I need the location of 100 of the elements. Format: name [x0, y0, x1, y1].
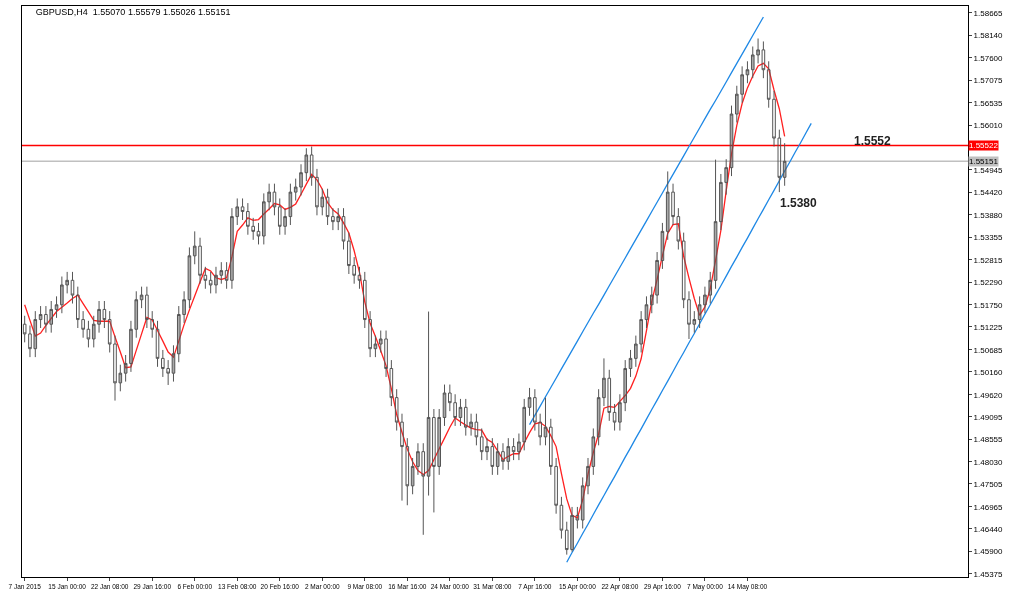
y-tick-label: 1.57600 [973, 53, 1004, 63]
candlestick [91, 315, 96, 348]
candlestick [575, 506, 580, 529]
y-tick-label: 1.45900 [973, 547, 1004, 557]
candlestick [782, 142, 787, 187]
candlestick [426, 311, 431, 497]
ref-line-label: 1.55522 [969, 141, 999, 150]
candlestick [756, 38, 760, 64]
candlestick [378, 330, 383, 353]
ref-line-label: 1.55151 [969, 157, 999, 166]
candlestick [171, 344, 176, 383]
y-tick-label: 1.56535 [973, 98, 1004, 108]
candlestick [60, 276, 64, 314]
candlestick [65, 271, 69, 294]
candlestick [235, 197, 240, 226]
candlestick [139, 286, 144, 309]
candlestick [192, 230, 197, 265]
y-tick-label: 1.54420 [973, 187, 1004, 197]
y-tick-label: 1.48555 [973, 435, 1004, 445]
candlestick [713, 159, 718, 290]
y-tick-label: 1.57075 [973, 75, 1004, 85]
y-tick-label: 1.49095 [973, 412, 1004, 422]
candlestick [596, 388, 601, 446]
y-tick-label: 1.52290 [973, 277, 1004, 287]
candlestick [134, 290, 139, 339]
candlestick [182, 290, 186, 324]
candlestick [123, 354, 128, 383]
candlestick [495, 442, 500, 476]
candlestick [208, 271, 213, 294]
candlestick [564, 521, 569, 556]
candlestick [49, 300, 54, 334]
candlestick [543, 397, 548, 446]
candlestick [155, 320, 160, 368]
candlestick [750, 46, 755, 79]
candlestick [501, 442, 505, 471]
candlestick [33, 310, 38, 358]
candlestick [214, 266, 218, 294]
candlestick [479, 427, 484, 461]
candlestick [357, 266, 362, 290]
candlestick [644, 295, 649, 329]
candlestick [102, 300, 107, 329]
y-tick-label: 1.58665 [973, 8, 1004, 18]
candlestick [458, 398, 463, 427]
candlestick [740, 65, 744, 104]
candlestick [591, 427, 596, 476]
candlestick [219, 261, 224, 285]
candlestick [283, 207, 287, 236]
line-series [528, 16, 765, 426]
candlestick [607, 369, 612, 422]
candlestick [224, 261, 229, 290]
candlestick [293, 178, 298, 202]
candlestick [44, 305, 48, 334]
y-tick-label: 1.51750 [973, 300, 1004, 310]
y-tick-label: 1.53880 [973, 210, 1004, 220]
candlestick [304, 147, 309, 182]
candlestick [634, 335, 638, 368]
candlestick [692, 310, 697, 334]
candlestick [320, 188, 325, 216]
candlestick [416, 442, 420, 476]
candlestick [118, 364, 123, 392]
candlestick [442, 384, 447, 427]
candlestick [410, 457, 415, 495]
candlestick [469, 413, 473, 437]
y-tick-label: 1.53355 [973, 232, 1004, 242]
y-tick-label: 1.46440 [973, 524, 1004, 534]
candlestick [623, 359, 628, 412]
candlestick [628, 349, 633, 378]
candlestick [288, 183, 293, 226]
y-tick-label: 1.47505 [973, 479, 1004, 489]
candlestick [262, 192, 266, 245]
candlestick [580, 476, 585, 529]
y-tick-label: 1.52815 [973, 255, 1004, 265]
y-tick-label: 1.48030 [973, 457, 1004, 467]
y-tick-label: 1.49620 [973, 390, 1004, 400]
y-tick-label: 1.45375 [973, 569, 1004, 579]
candlestick [570, 506, 574, 553]
candlestick [511, 437, 516, 461]
candlestick [639, 310, 643, 353]
candlestick [697, 295, 702, 329]
y-tick-label: 1.54945 [973, 165, 1004, 175]
candlestick [708, 271, 713, 305]
chart-title: GBPUSD,H4 1.55070 1.55579 1.55026 1.55151 [35, 7, 231, 18]
candlestick [665, 170, 670, 241]
candlestick [522, 398, 527, 451]
candlestick [612, 403, 617, 432]
candlestick [267, 183, 271, 211]
y-tick-label: 1.51225 [973, 322, 1004, 332]
annotation: 1.5552 [854, 134, 892, 148]
candlestick [437, 408, 441, 476]
candlestick [256, 222, 261, 245]
candlestick [761, 40, 766, 79]
candlestick [649, 286, 654, 314]
candlestick [187, 246, 192, 309]
annotation: 1.5380 [780, 196, 818, 210]
candlestick [485, 437, 489, 461]
y-tick-label: 1.50685 [973, 345, 1004, 355]
candlestick [517, 433, 521, 461]
candlestick [54, 295, 59, 319]
candlestick [506, 437, 511, 471]
candlestick [618, 393, 622, 432]
